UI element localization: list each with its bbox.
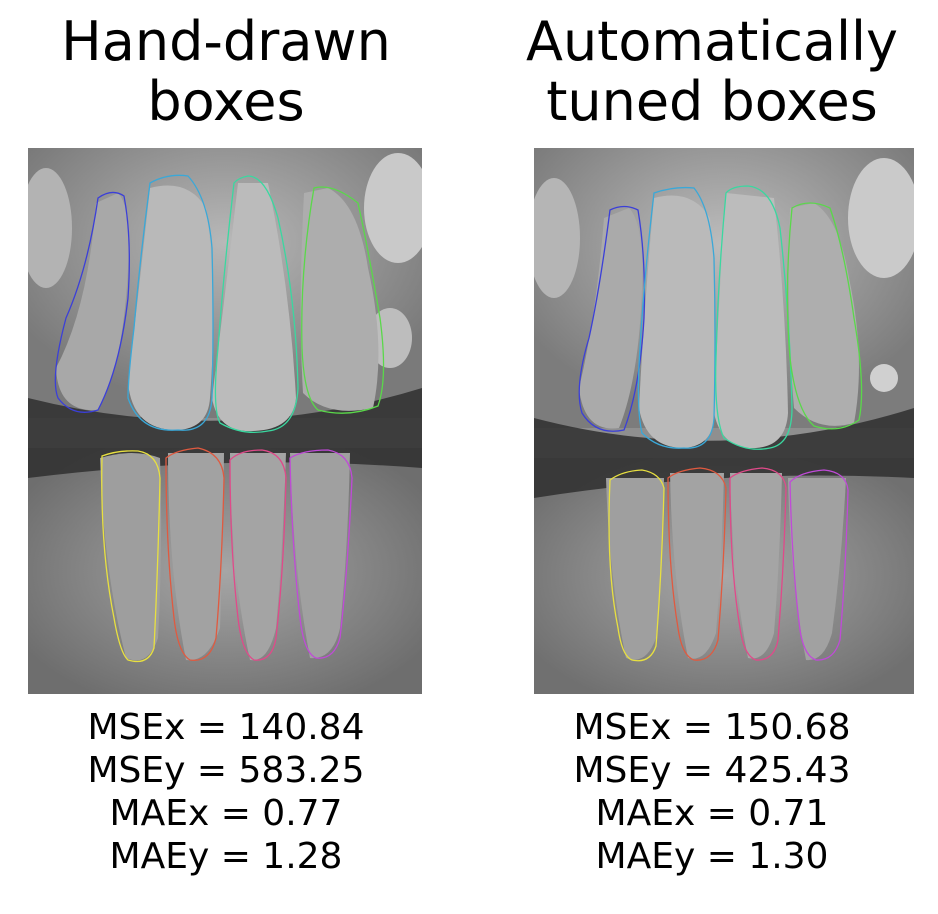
metric-maex: MAEx = 0.71 [595, 793, 829, 834]
metrics-block: MSEx = 150.68 MSEy = 425.43 MAEx = 0.71 … [486, 706, 938, 878]
xray-image [534, 148, 914, 694]
xray-image [28, 148, 422, 694]
metric-msex: MSEx = 150.68 [573, 707, 851, 748]
metric-msex: MSEx = 140.84 [87, 707, 365, 748]
metrics-block: MSEx = 140.84 MSEy = 583.25 MAEx = 0.77 … [0, 706, 452, 878]
metric-msey: MSEy = 425.43 [573, 750, 851, 791]
title-line-2: tuned boxes [546, 70, 878, 133]
metric-maey: MAEy = 1.28 [109, 836, 343, 877]
title-line-2: boxes [147, 70, 305, 133]
metric-msey: MSEy = 583.25 [87, 750, 365, 791]
metric-maex: MAEx = 0.77 [109, 793, 343, 834]
metric-maey: MAEy = 1.30 [595, 836, 829, 877]
panel-title: Automatically tuned boxes [486, 12, 938, 132]
title-line-1: Automatically [526, 10, 898, 73]
title-line-1: Hand-drawn [61, 10, 391, 73]
panel-title: Hand-drawn boxes [0, 12, 452, 132]
